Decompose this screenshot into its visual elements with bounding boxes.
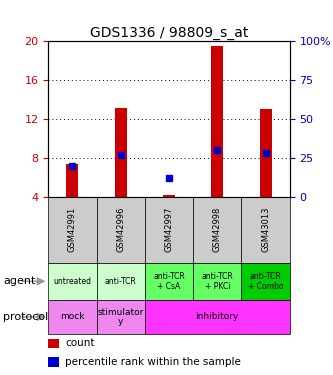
- Bar: [48, 357, 59, 367]
- Text: percentile rank within the sample: percentile rank within the sample: [65, 357, 241, 367]
- Title: GDS1336 / 98809_s_at: GDS1336 / 98809_s_at: [90, 26, 248, 40]
- Bar: [211, 46, 223, 197]
- Bar: [115, 108, 127, 197]
- Bar: [48, 262, 97, 300]
- Text: anti-TCR: anti-TCR: [105, 277, 137, 286]
- Text: mock: mock: [60, 312, 85, 321]
- Bar: [48, 339, 59, 348]
- Text: anti-TCR
+ Combo: anti-TCR + Combo: [248, 272, 283, 291]
- Bar: [97, 262, 145, 300]
- Text: stimulator
y: stimulator y: [98, 308, 144, 326]
- Text: count: count: [65, 338, 95, 348]
- Bar: [97, 197, 145, 262]
- Bar: [97, 300, 145, 334]
- Text: GSM42991: GSM42991: [68, 207, 77, 252]
- Bar: [193, 197, 241, 262]
- Bar: [193, 262, 241, 300]
- Bar: [145, 262, 193, 300]
- Bar: [48, 197, 97, 262]
- Bar: [259, 110, 272, 197]
- Text: GSM43013: GSM43013: [261, 207, 270, 252]
- Text: GSM42998: GSM42998: [213, 207, 222, 252]
- Bar: [48, 300, 97, 334]
- Bar: [241, 197, 290, 262]
- Text: inhibitory: inhibitory: [195, 312, 239, 321]
- Bar: [163, 195, 175, 197]
- Text: agent: agent: [3, 276, 36, 286]
- Text: anti-TCR
+ CsA: anti-TCR + CsA: [153, 272, 185, 291]
- Text: protocol: protocol: [3, 312, 49, 322]
- Text: untreated: untreated: [53, 277, 92, 286]
- Text: anti-TCR
+ PKCi: anti-TCR + PKCi: [201, 272, 233, 291]
- Text: GSM42996: GSM42996: [116, 207, 125, 252]
- Bar: [241, 262, 290, 300]
- Bar: [145, 197, 193, 262]
- Text: GSM42997: GSM42997: [165, 207, 173, 252]
- Bar: [145, 300, 290, 334]
- Bar: [66, 164, 79, 197]
